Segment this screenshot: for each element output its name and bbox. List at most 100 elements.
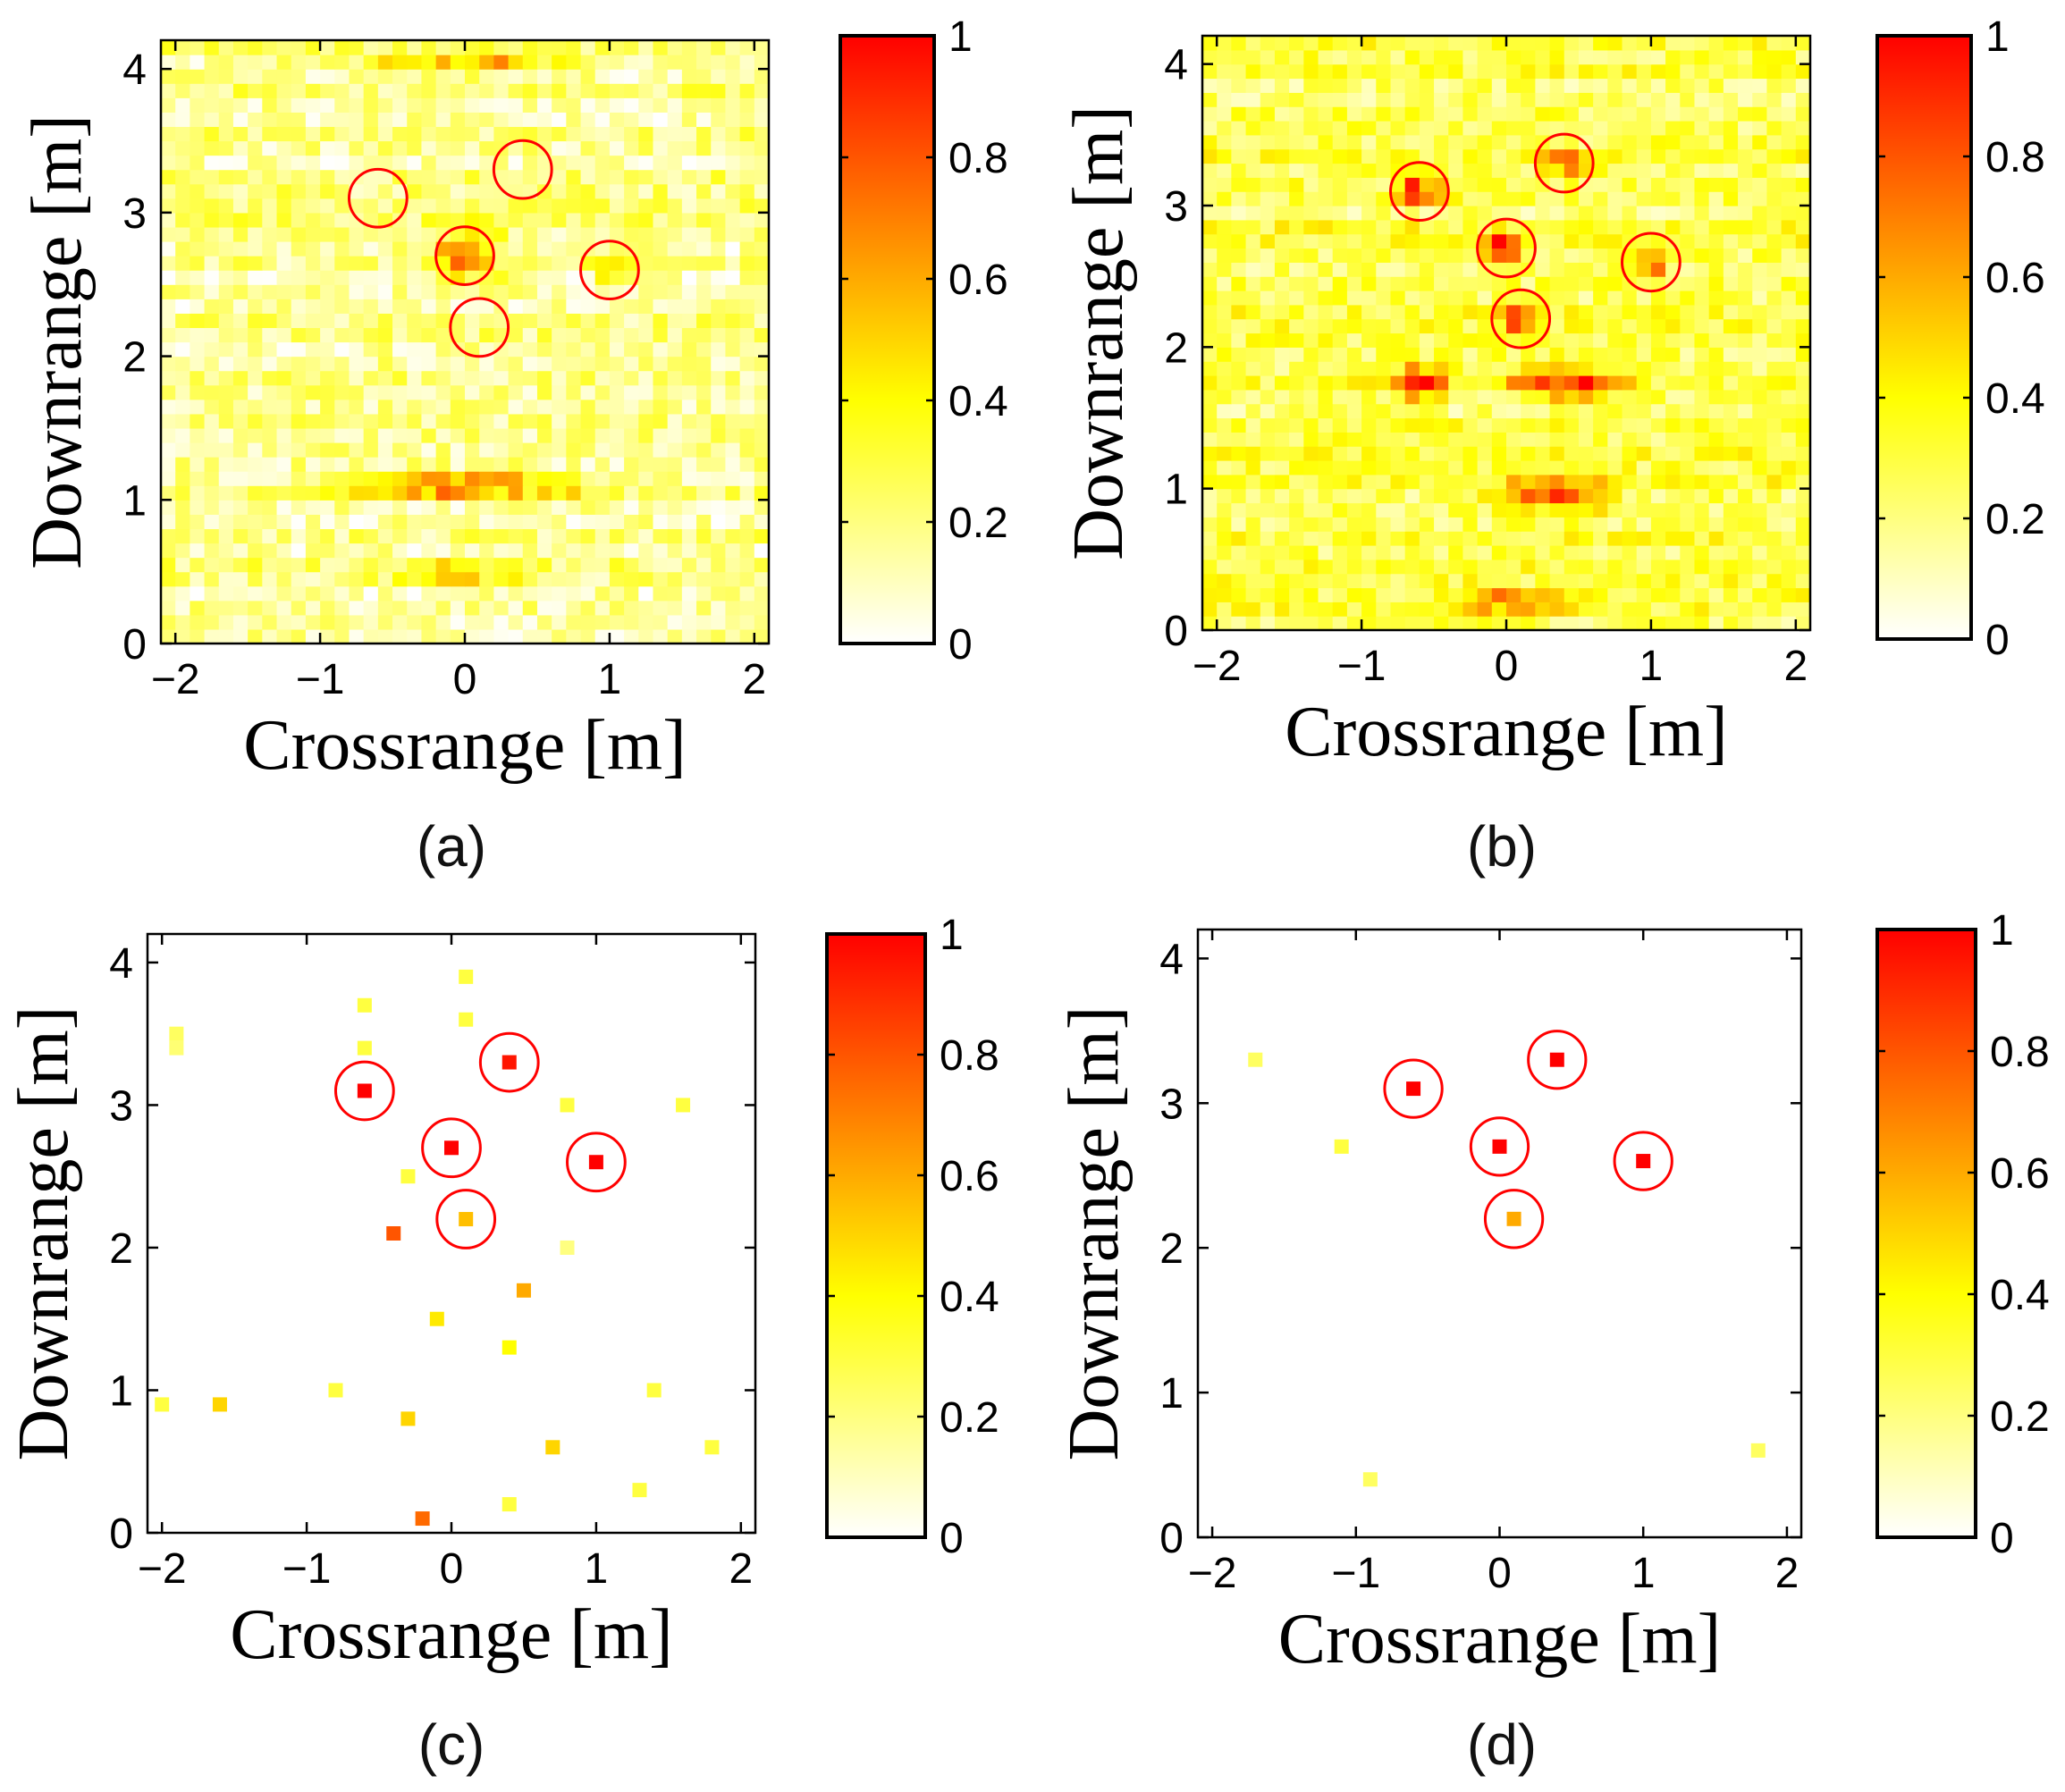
heatmap-cell [711, 155, 727, 171]
heatmap-cell [667, 384, 683, 400]
heatmap-cell [363, 126, 379, 142]
heatmap-cell [407, 571, 423, 587]
heatmap-cell [377, 427, 393, 443]
heatmap-cell [248, 69, 263, 84]
heatmap-cell [435, 514, 451, 530]
heatmap-cell [262, 112, 278, 128]
heatmap-cell [1231, 332, 1247, 348]
colorbar-tick-label: 1 [1985, 13, 2010, 61]
heatmap-cell [248, 212, 263, 228]
heatmap-cell [1506, 177, 1521, 192]
heatmap-cell [1622, 488, 1638, 504]
heatmap-cell [1491, 78, 1507, 93]
heatmap-cell [739, 126, 755, 142]
heatmap-cell [536, 284, 552, 299]
heatmap-cell [1506, 36, 1521, 51]
heatmap-cell [276, 284, 292, 299]
heatmap-cell [754, 256, 769, 271]
heatmap-cell [552, 571, 567, 587]
heatmap-cell [711, 299, 727, 314]
heatmap-cell [493, 198, 510, 214]
heatmap-cell [1404, 191, 1420, 206]
heatmap-cell [493, 628, 510, 644]
heatmap-cell [1260, 347, 1276, 362]
heatmap-cell [1332, 347, 1348, 362]
heatmap-cell [1390, 587, 1406, 602]
heatmap-cell [1795, 517, 1810, 532]
heatmap-cell [1434, 134, 1449, 150]
heatmap-cell [1289, 121, 1304, 136]
heatmap-cell [1593, 403, 1608, 419]
heatmap-cell [262, 528, 278, 544]
heatmap-cell [161, 83, 176, 98]
heatmap-cell [291, 313, 307, 329]
heatmap-cell [1766, 78, 1783, 93]
heatmap-cell [450, 183, 466, 199]
heatmap-cell [407, 341, 423, 358]
scatter-point [1750, 1443, 1766, 1458]
heatmap-cell [1231, 163, 1247, 178]
heatmap-cell [624, 600, 639, 616]
heatmap-cell [1650, 417, 1666, 433]
heatmap-cell [1245, 262, 1261, 277]
heatmap-cell [667, 585, 683, 602]
heatmap-cell [407, 471, 423, 486]
heatmap-cell [407, 457, 423, 472]
heatmap-cell [320, 585, 335, 602]
heatmap-cell [232, 413, 249, 429]
heatmap-cell [363, 40, 379, 55]
heatmap-cell [1404, 502, 1420, 517]
heatmap-cell [161, 585, 176, 602]
heatmap-cell [1564, 106, 1580, 122]
heatmap-cell [204, 270, 220, 285]
heatmap-cell [638, 270, 654, 285]
heatmap-cell [291, 198, 307, 214]
heatmap-cell [305, 485, 321, 501]
heatmap-cell [1231, 106, 1247, 122]
heatmap-cell [1795, 361, 1810, 376]
heatmap-cell [1766, 375, 1783, 391]
heatmap-cell [1607, 191, 1623, 206]
heatmap-cell [190, 212, 206, 228]
heatmap-cell [711, 83, 727, 98]
heatmap-cell [218, 585, 234, 602]
heatmap-cell [1578, 191, 1594, 206]
heatmap-cell [1549, 106, 1565, 122]
heatmap-cell [450, 399, 466, 415]
heatmap-cell [262, 399, 278, 415]
heatmap-cell [681, 183, 697, 199]
heatmap-cell [377, 299, 393, 314]
heatmap-cell [377, 413, 393, 429]
heatmap-cell [1607, 36, 1623, 51]
heatmap-cell [1708, 573, 1724, 589]
heatmap-cell [1694, 134, 1710, 150]
heatmap-cell [1752, 517, 1768, 532]
heatmap-cell [1289, 403, 1304, 419]
heatmap-cell [624, 198, 639, 214]
heatmap-cell [1723, 502, 1739, 517]
heatmap-cell [1650, 375, 1666, 391]
heatmap-cell [1636, 573, 1652, 589]
heatmap-cell [1578, 375, 1594, 391]
heatmap-cell [1766, 474, 1783, 490]
heatmap-cell [1217, 460, 1232, 475]
heatmap-cell [1390, 474, 1406, 490]
heatmap-cell [421, 169, 437, 185]
heatmap-cell [1680, 248, 1696, 263]
heatmap-cell [232, 140, 249, 156]
heatmap-cell [681, 313, 697, 329]
heatmap-cell [1665, 121, 1681, 136]
heatmap-cell [1462, 389, 1479, 405]
heatmap-cell [1622, 248, 1638, 263]
heatmap-cell [435, 485, 451, 501]
heatmap-cell [508, 514, 524, 530]
heatmap-cell [1346, 262, 1362, 277]
heatmap-cell [653, 614, 669, 630]
heatmap-cell [1650, 233, 1666, 249]
heatmap-cell [1477, 318, 1493, 334]
heatmap-cell [161, 327, 176, 343]
heatmap-cell [1578, 121, 1594, 136]
heatmap-cell [580, 442, 596, 458]
heatmap-cell [262, 256, 278, 271]
heatmap-cell [421, 399, 437, 415]
